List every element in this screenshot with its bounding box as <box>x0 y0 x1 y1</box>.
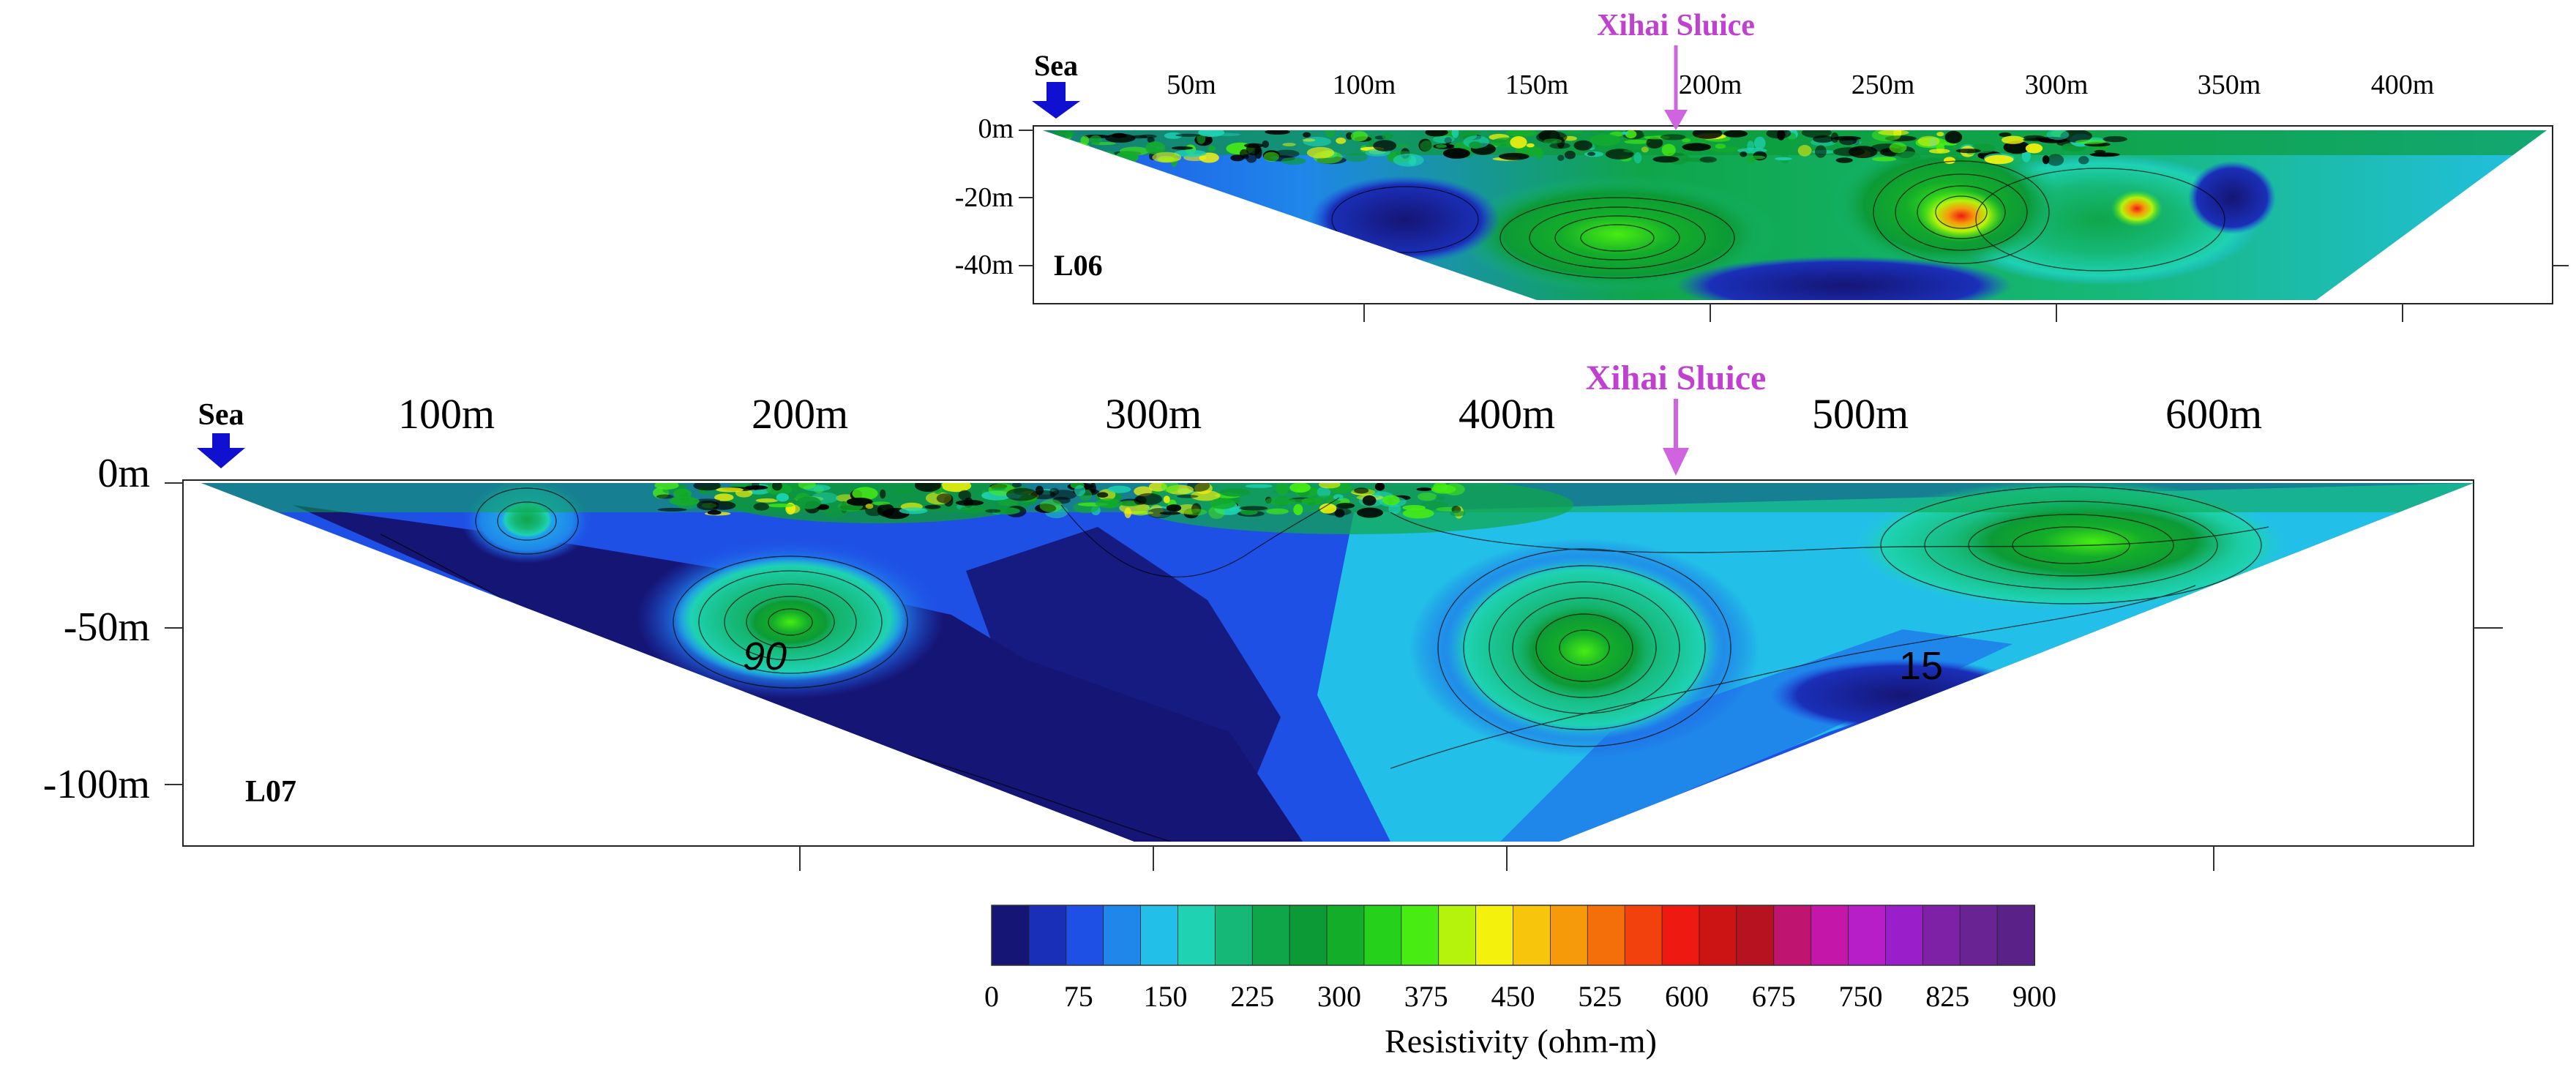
l07-sluice-label: Xihai Sluice <box>1586 359 1767 397</box>
l06-ytick-label: 0m <box>978 113 1014 144</box>
colorbar-swatch <box>1438 905 1477 966</box>
colorbar-swatch <box>1066 905 1104 966</box>
colorbar-swatch <box>1140 905 1179 966</box>
l06-ytick-label: -20m <box>955 182 1014 213</box>
l07-xtick-label: 100m <box>398 390 495 438</box>
colorbar-swatch <box>1661 905 1700 966</box>
l06-xtick-label: 200m <box>1679 70 1742 100</box>
colorbar-tick-label: 75 <box>1064 980 1093 1013</box>
colorbar-swatch <box>1736 905 1775 966</box>
colorbar-tick-label: 900 <box>2012 980 2056 1013</box>
l06-section <box>1043 130 2547 300</box>
l06-xtick-label: 100m <box>1333 70 1396 100</box>
colorbar-swatch <box>1885 905 1924 966</box>
l07-xtick-label: 500m <box>1812 390 1909 438</box>
l06-panel: 50m 100m 150m 200m 250m 300m 350m 400m 0… <box>955 9 2569 322</box>
l07-sea-arrow-icon <box>197 433 245 468</box>
l06-sluice-label: Xihai Sluice <box>1597 9 1755 42</box>
colorbar-swatch <box>1251 905 1291 966</box>
colorbar-swatch <box>1624 905 1663 966</box>
colorbar-swatch <box>1922 905 1961 966</box>
l06-ytick-label: -40m <box>955 250 1014 280</box>
l06-bottom-ticks <box>1363 265 2569 322</box>
colorbar-title: Resistivity (ohm-m) <box>1385 1022 1657 1060</box>
l07-ytick-label: -100m <box>43 762 150 807</box>
colorbar-swatch <box>1959 905 1999 966</box>
l07-panel-label: L07 <box>245 775 296 809</box>
colorbar-tick-label: 525 <box>1578 980 1622 1013</box>
colorbar-swatch <box>1177 905 1216 966</box>
l06-xtick-label: 300m <box>2025 70 2089 100</box>
l07-sea-label: Sea <box>198 398 244 432</box>
colorbar-tick-label: 375 <box>1404 980 1448 1013</box>
l07-sluice-arrow-icon <box>1663 448 1689 476</box>
colorbar: 0 75 150 225 300 375 450 525 600 675 750 825 900 Res… <box>984 905 2056 1060</box>
l06-sluice-arrow-icon <box>1664 110 1688 130</box>
l07-xtick-label: 200m <box>752 390 848 438</box>
colorbar-swatch <box>1363 905 1402 966</box>
colorbar-swatch <box>1028 905 1067 966</box>
colorbar-swatches <box>991 905 2036 966</box>
l06-xtick-label: 350m <box>2198 70 2261 100</box>
l06-panel-label: L06 <box>1054 249 1103 282</box>
colorbar-swatch <box>1811 905 1849 966</box>
l07-section <box>201 483 2474 842</box>
colorbar-swatch <box>1103 905 1142 966</box>
l06-xtick-label: 250m <box>1852 70 1915 100</box>
colorbar-tick-label: 225 <box>1230 980 1274 1013</box>
l07-bottom-ticks <box>799 627 2503 871</box>
l07-contour-label: 15 <box>1899 644 1943 688</box>
l07-xtick-label: 300m <box>1105 390 1202 438</box>
l07-ytick-label: 0m <box>97 451 150 496</box>
l06-xtick-label: 50m <box>1167 70 1216 100</box>
l06-xtick-label: 400m <box>2371 70 2435 100</box>
l07-xtick-label: 400m <box>1459 390 1555 438</box>
colorbar-tick-label: 825 <box>1925 980 1969 1013</box>
colorbar-swatch <box>1289 905 1328 966</box>
colorbar-frame <box>991 905 2035 966</box>
l06-xtick-label: 150m <box>1505 70 1569 100</box>
colorbar-swatch <box>1401 905 1439 966</box>
l07-contour-label: 90 <box>743 635 787 678</box>
l07-frame <box>182 479 2474 847</box>
l07-xtick-label: 600m <box>2165 390 2262 438</box>
colorbar-swatch <box>1773 905 1812 966</box>
colorbar-swatch <box>1475 905 1514 966</box>
colorbar-swatch <box>1699 905 1737 966</box>
colorbar-swatch <box>1587 905 1626 966</box>
colorbar-tick-label: 450 <box>1491 980 1535 1013</box>
colorbar-tick-label: 600 <box>1665 980 1709 1013</box>
colorbar-swatch <box>1549 905 1589 966</box>
l06-frame <box>1033 125 2553 304</box>
colorbar-tick-label: 750 <box>1839 980 1883 1013</box>
l07-ytick-label: -50m <box>64 604 150 650</box>
colorbar-swatch <box>991 905 1030 966</box>
colorbar-tick-label: 150 <box>1144 980 1188 1013</box>
colorbar-swatch <box>1996 905 2036 966</box>
l06-sea-arrow-icon <box>1032 82 1080 119</box>
colorbar-tick-label: 0 <box>984 980 999 1013</box>
colorbar-swatch <box>1848 905 1887 966</box>
colorbar-tick-label: 675 <box>1752 980 1796 1013</box>
colorbar-swatch <box>1326 905 1365 966</box>
colorbar-swatch <box>1214 905 1254 966</box>
colorbar-tick-label: 300 <box>1317 980 1361 1013</box>
colorbar-tick-labels: 0 75 150 225 300 375 450 525 600 675 750 825 900 <box>984 980 2056 1013</box>
l07-panel: 90 15 100m 200m 300m 400m 500m 600m 0m -… <box>43 359 2503 871</box>
colorbar-swatch <box>1513 905 1551 966</box>
l06-sea-label: Sea <box>1034 49 1078 82</box>
